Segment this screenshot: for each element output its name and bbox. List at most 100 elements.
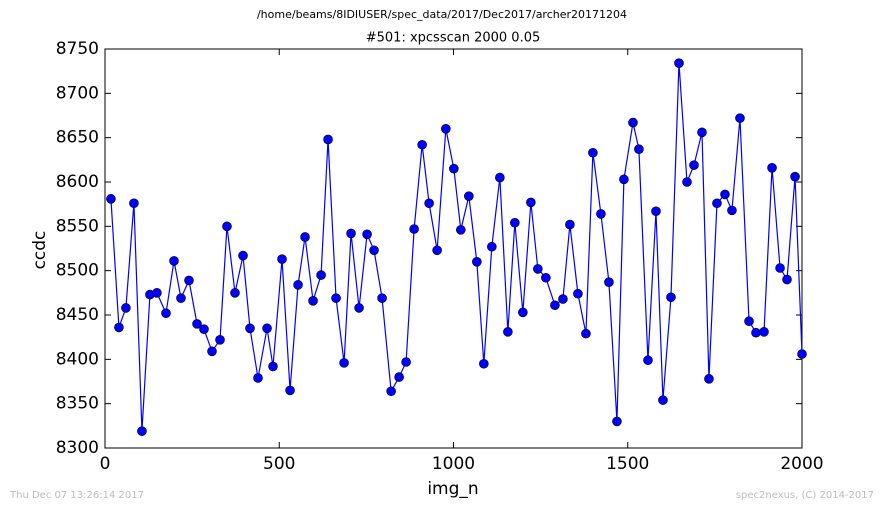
data-point: [293, 280, 303, 290]
y-axis-label: ccdc: [30, 231, 50, 270]
data-point: [775, 263, 785, 273]
data-point: [300, 232, 310, 242]
data-point: [541, 272, 551, 283]
y-tick-label: 8700: [56, 83, 99, 103]
data-point: [643, 355, 653, 366]
data-point: [207, 346, 217, 357]
data-point: [441, 124, 451, 134]
data-point: [581, 328, 591, 339]
data-point: [323, 134, 333, 145]
data-point: [658, 395, 668, 405]
data-point: [604, 277, 614, 287]
data-point: [503, 327, 513, 337]
data-point: [697, 127, 707, 138]
data-point: [121, 303, 131, 313]
data-point: [215, 335, 225, 345]
data-point: [238, 250, 248, 261]
x-tick-label: 2000: [780, 454, 823, 474]
data-point: [682, 177, 692, 187]
x-tick-label: 0: [100, 454, 111, 474]
data-point: [449, 163, 459, 174]
data-point: [129, 198, 139, 209]
data-point: [268, 361, 278, 372]
data-point: [346, 228, 356, 239]
data-point: [409, 224, 419, 234]
data-point: [456, 225, 466, 235]
data-point: [596, 209, 606, 219]
data-point: [432, 245, 442, 256]
data-point: [417, 139, 427, 150]
data-point: [362, 229, 372, 240]
x-axis-label: img_n: [427, 479, 478, 499]
data-point: [199, 324, 209, 334]
data-point: [612, 416, 622, 427]
data-point: [137, 426, 147, 436]
data-point: [161, 308, 171, 319]
data-point: [354, 303, 364, 313]
data-point: [526, 197, 536, 208]
data-point: [759, 327, 769, 337]
data-point: [634, 144, 644, 154]
data-point: [331, 293, 341, 303]
data-point: [230, 288, 240, 298]
data-point: [253, 373, 263, 383]
data-point: [262, 323, 272, 334]
data-point: [487, 241, 497, 252]
x-tick-label: 1500: [606, 454, 649, 474]
data-point: [735, 113, 745, 123]
y-tick-label: 8450: [56, 305, 99, 325]
data-point: [518, 307, 528, 318]
data-point: [727, 205, 737, 216]
data-point: [377, 293, 387, 303]
y-tick-label: 8750: [56, 39, 99, 59]
data-point: [704, 374, 714, 384]
data-point: [424, 198, 434, 209]
data-point: [558, 294, 568, 304]
data-point: [316, 270, 326, 280]
data-point: [720, 189, 730, 200]
data-point: [782, 274, 792, 285]
y-tick-label: 8500: [56, 261, 99, 281]
data-point: [674, 58, 684, 68]
data-point: [588, 147, 598, 158]
data-point: [689, 160, 699, 170]
data-point: [495, 172, 505, 183]
data-point: [550, 300, 560, 311]
data-point: [533, 264, 543, 274]
y-tick-label: 8650: [56, 128, 99, 148]
chart-title: #501: xpcsscan 2000 0.05: [366, 31, 541, 46]
data-point: [152, 288, 162, 298]
data-point: [472, 256, 482, 267]
data-point: [369, 245, 379, 256]
data-point: [510, 217, 520, 228]
data-point: [666, 292, 676, 303]
y-tick-label: 8600: [56, 172, 99, 192]
data-point: [565, 219, 575, 230]
data-point: [401, 357, 411, 367]
data-point: [277, 254, 287, 264]
data-point: [192, 319, 202, 329]
footer-right: spec2nexus, (C) 2014-2017: [736, 490, 874, 501]
data-point: [339, 358, 349, 368]
y-tick-label: 8300: [56, 438, 99, 458]
data-point: [619, 174, 629, 185]
data-point: [386, 386, 396, 397]
data-line: [110, 63, 803, 432]
suptitle: /home/beams/8IDIUSER/spec_data/2017/Dec2…: [257, 8, 627, 21]
x-tick-label: 500: [263, 454, 295, 474]
data-point: [308, 296, 318, 306]
data-point: [651, 206, 661, 217]
data-point: [184, 275, 194, 286]
y-tick-label: 8550: [56, 216, 99, 236]
data-point: [169, 256, 179, 266]
data-point: [176, 293, 186, 303]
data-point: [790, 171, 800, 182]
y-tick-label: 8350: [56, 394, 99, 414]
data-point: [744, 316, 754, 327]
data-point: [797, 349, 807, 359]
plot-frame: [104, 48, 803, 449]
data-point: [106, 194, 116, 204]
data-point: [245, 323, 255, 334]
data-point: [464, 191, 474, 201]
